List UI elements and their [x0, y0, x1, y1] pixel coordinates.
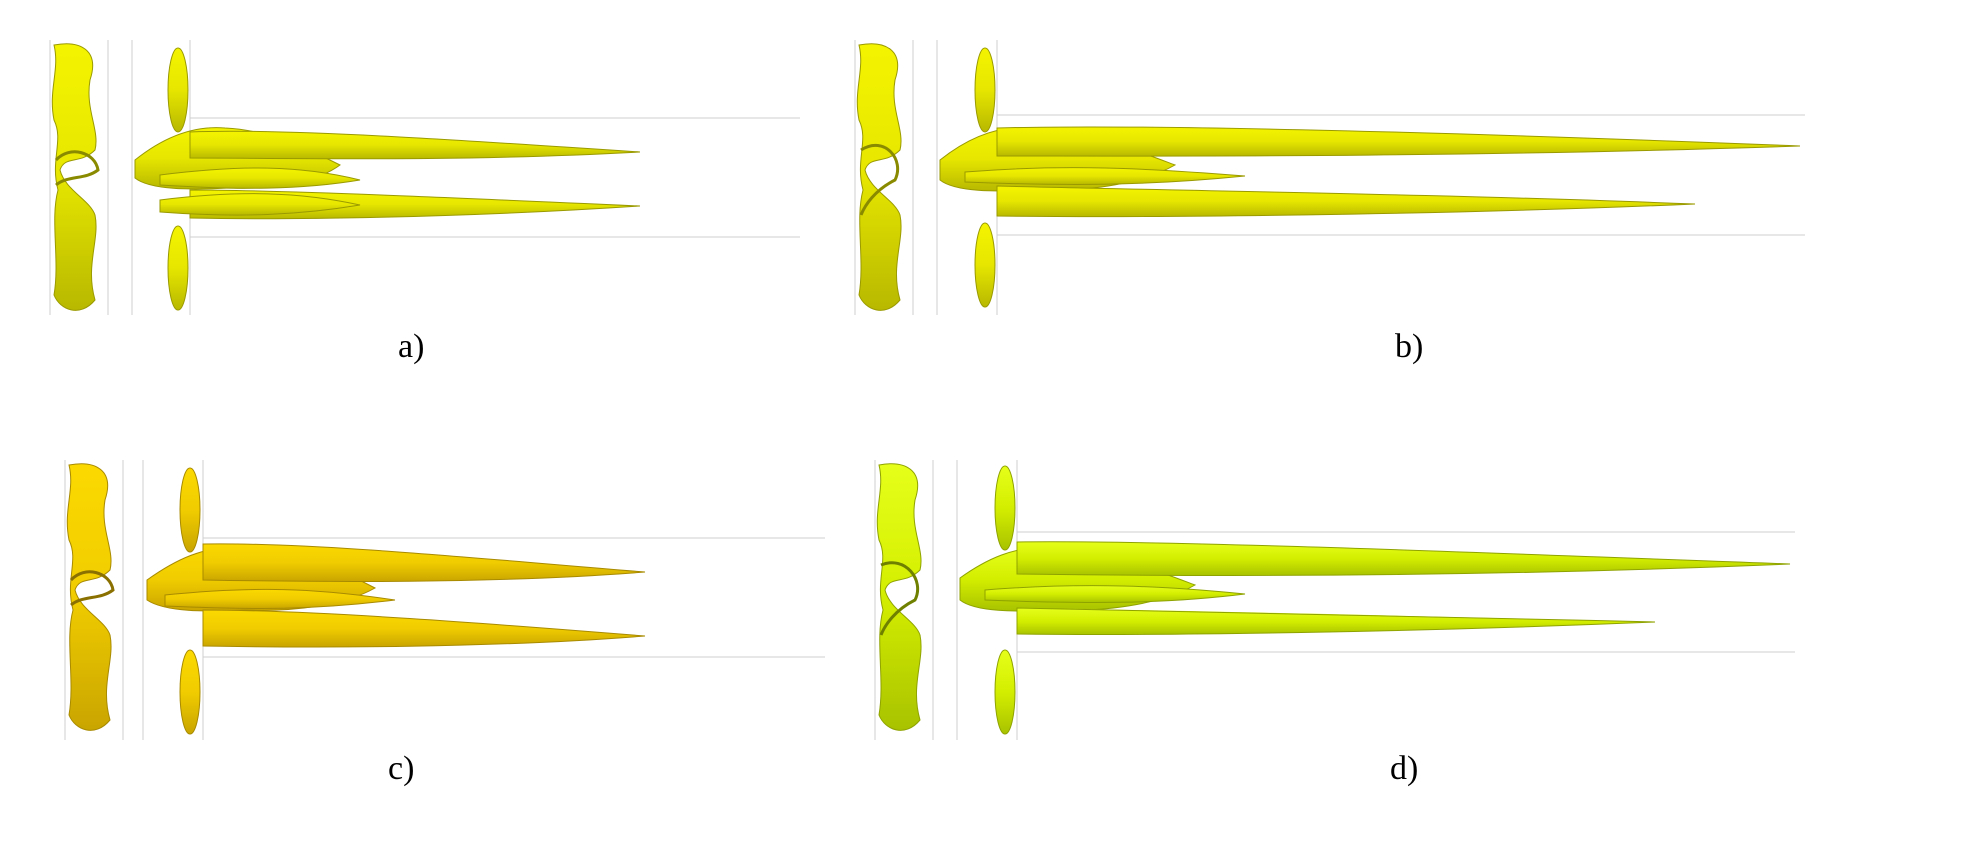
propeller-wake-image-d	[874, 460, 1795, 740]
caption-a: a)	[398, 328, 425, 365]
panel-c	[55, 460, 835, 745]
panel-a	[40, 40, 840, 320]
propeller-wake-image-c	[64, 460, 825, 740]
panel-b	[845, 40, 1820, 320]
panel-d	[865, 460, 1815, 745]
propeller-wake-image-b	[854, 40, 1805, 315]
caption-d: d)	[1390, 750, 1419, 787]
caption-c: c)	[388, 750, 415, 787]
propeller-wake-image-a	[49, 40, 800, 315]
caption-b: b)	[1395, 328, 1424, 365]
